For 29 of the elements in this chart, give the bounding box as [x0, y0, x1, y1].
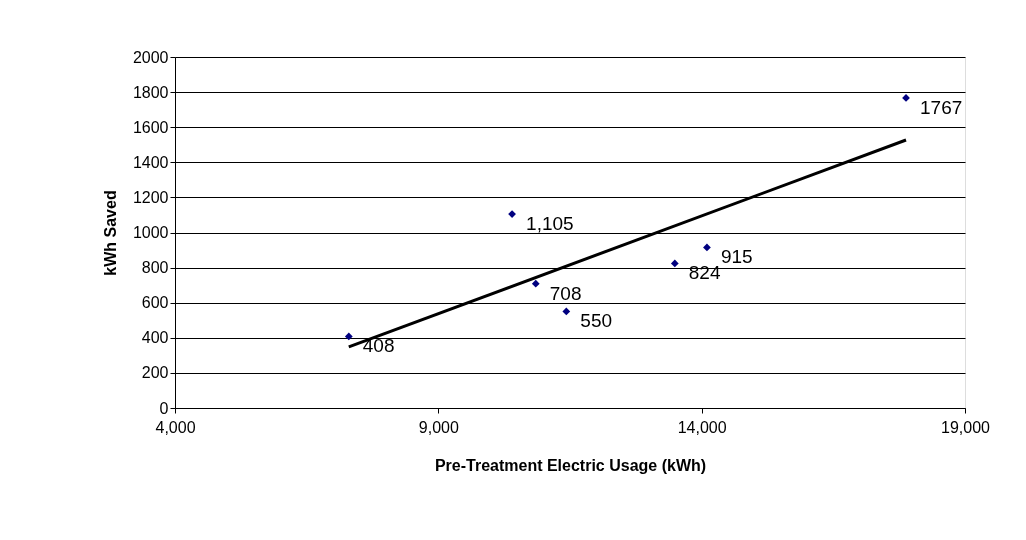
y-tick-label: 1000	[132, 224, 169, 241]
x-tick-label: 4,000	[155, 418, 196, 436]
data-label: 408	[362, 335, 395, 357]
point	[531, 279, 540, 288]
point	[562, 307, 571, 316]
y-tick-label: 1200	[132, 188, 169, 206]
data-label: 915	[720, 246, 753, 268]
data-label: 1,105	[526, 213, 574, 235]
y-tick-label: 2000	[132, 48, 169, 66]
x-tick-label: 9,000	[418, 418, 459, 436]
y-tick-label: 400	[141, 329, 169, 347]
data-label: 550	[580, 310, 613, 332]
x-tick-label: 19,000	[941, 418, 991, 436]
y-axis-title: kWh Saved	[101, 190, 119, 276]
data-label: 708	[549, 282, 582, 304]
x-axis-title: Pre-Treatment Electric Usage (kWh)	[434, 456, 707, 474]
y-tick-label: 1800	[132, 83, 169, 101]
y-tick-label: 200	[141, 364, 169, 382]
data-label: 1767	[920, 96, 963, 118]
point	[670, 259, 679, 268]
point	[703, 243, 711, 252]
y-tick-label: 600	[141, 294, 169, 312]
y-tick-label: 1600	[132, 118, 169, 136]
point	[344, 332, 353, 341]
point	[508, 210, 516, 218]
x-tick-label: 14,000	[677, 418, 727, 436]
y-tick-label: 0	[159, 399, 169, 417]
y-tick-label: 1400	[132, 153, 169, 171]
y-tick-label: 800	[141, 259, 169, 277]
